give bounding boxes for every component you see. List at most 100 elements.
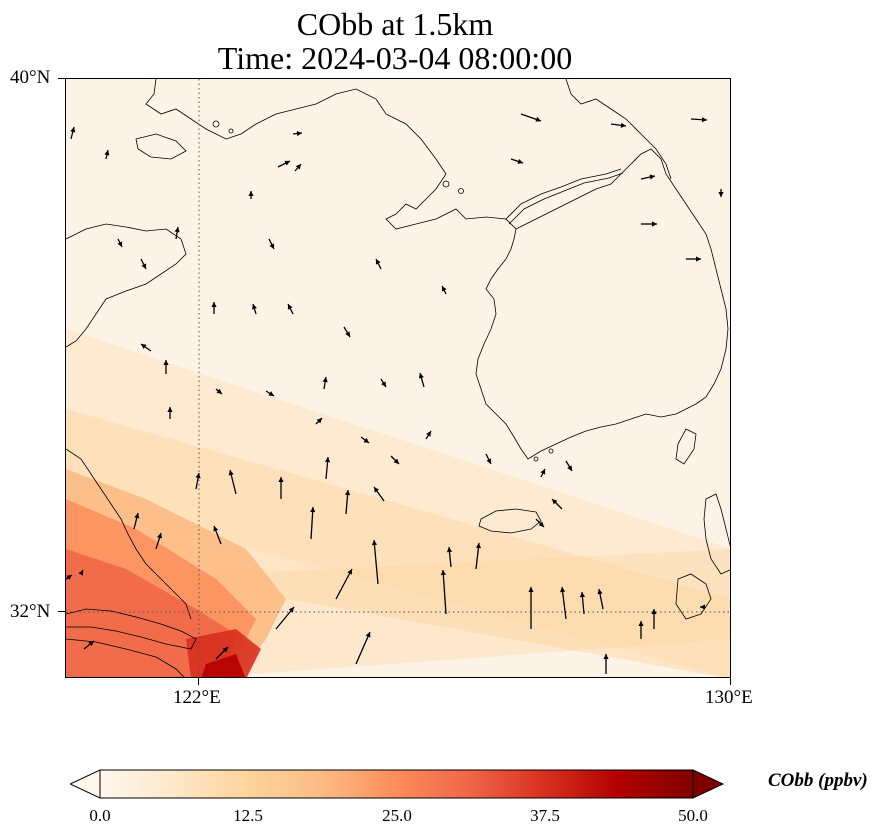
wind-vector-head [375,259,381,265]
wind-vector-head [322,377,328,383]
colorbar-extend-min [70,769,101,799]
wind-vector-head [141,263,147,269]
wind-vector-shaft [561,586,567,620]
wind-vector-head [535,116,541,122]
wind-vector-head [638,621,644,626]
wind-vector-head [567,465,572,471]
wind-vector-head [597,589,603,595]
wind-vector-head [78,570,84,576]
wind-vector-head [475,543,482,549]
colorbar-tick-1: 12.5 [233,806,263,825]
wind-vector-head [560,587,566,593]
wind-vector-shaft [355,631,371,665]
plot-title-line1: CObb at 1.5km [296,6,494,42]
wind-vector-head [393,458,399,464]
lat-tick-mark-40n [58,78,65,79]
wind-vector-head [441,286,447,292]
colorbar-extend-max [692,769,725,799]
wind-vector-head [374,487,380,493]
wind-vector-shaft [442,569,447,615]
wind-vector-head [440,570,446,576]
wind-vector-head [552,499,558,505]
wind-vector-head [701,117,707,123]
lat-tick-label-40n: 40°N [10,67,51,88]
wind-vector-head [104,150,110,156]
lat-tick-mark-32n [58,611,65,612]
map-canvas [66,79,730,677]
colorbar [70,769,725,799]
lon-tick-label-130e: 130°E [705,687,753,708]
colorbar-tick-4: 50.0 [678,806,708,825]
wind-vector-head [268,391,274,396]
wind-vector-shaft [335,568,353,600]
wind-vector-head [426,431,431,437]
wind-vector-head [345,331,350,337]
wind-vector-head [528,587,534,592]
wind-vector-head [296,130,302,137]
wind-vector-head [174,227,180,233]
wind-vector-head [70,127,76,133]
wind-vector-head [251,304,257,310]
wind-vector-head [88,641,94,647]
lon-tick-mark-130e [730,678,731,685]
wind-vector-head [418,373,424,379]
wind-vector-head [652,221,657,227]
colorbar-tick-3: 37.5 [530,806,560,825]
wind-vector-head [134,513,140,519]
wind-vector-head [222,647,228,653]
wind-vector-head [295,164,301,170]
wind-vector-head [278,477,284,482]
wind-vector-head [141,344,147,349]
wind-vector-head [344,490,351,496]
wind-vector-head [216,388,222,394]
wind-vector-head [316,418,322,424]
wind-vector-head [446,547,453,553]
wind-vector-head [213,526,219,532]
wind-vector-head [269,243,275,249]
wind-vector-head [347,569,352,575]
wind-vector-head [117,241,123,247]
wind-vector-head [718,192,724,197]
wind-vector-head [157,533,162,539]
wind-vector-head [365,632,371,638]
wind-vector-head [603,654,609,659]
wind-vector-head [486,458,492,464]
wind-vector-head [371,540,378,546]
coastlines [66,79,730,677]
lat-tick-label-32n: 32°N [10,601,51,622]
colorbar-tick-2: 25.0 [382,806,412,825]
wind-vectors [66,113,724,674]
wind-vector-head [538,521,544,527]
wind-vector-head [288,607,294,613]
map-panel [65,78,731,678]
wind-vector-head [517,158,523,164]
wind-vector-head [620,122,626,128]
wind-vector-head [228,470,234,476]
wind-vector-head [284,160,290,166]
wind-vector-head [579,592,586,598]
wind-vector-head [540,469,546,475]
wind-vector-head [167,407,173,412]
plume-peak [201,654,246,677]
wind-vector-head [163,360,169,365]
wind-vector-head [195,473,201,479]
wind-vector-head [324,457,331,463]
lon-tick-mark-122e [198,678,199,685]
wind-vector-head [649,174,655,180]
wind-vector-head [287,304,293,310]
colorbar-label: CObb (ppbv) [768,770,868,791]
wind-vector-head [651,609,657,614]
plot-title-line2: Time: 2024-03-04 08:00:00 [217,40,573,76]
colorbar-gradient [99,769,694,799]
colorbar-tick-0: 0.0 [89,806,111,825]
wind-vector-head [310,507,316,513]
wind-vector-head [381,381,386,387]
wind-vector-head [363,437,369,443]
lon-tick-label-122e: 122°E [173,687,221,708]
wind-vector-shaft [310,506,314,540]
wind-vector-head [248,191,254,196]
plume-core [186,629,261,677]
wind-vector-head [700,604,705,610]
wind-vector-head [696,256,701,262]
wind-vector-head [211,302,217,307]
